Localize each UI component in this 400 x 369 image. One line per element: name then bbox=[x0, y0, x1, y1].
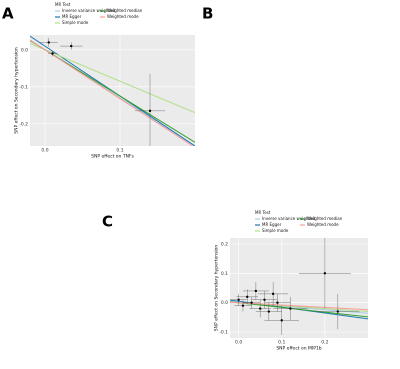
point bbox=[70, 44, 73, 48]
point bbox=[254, 289, 258, 293]
legend-title: MR Test bbox=[255, 210, 271, 215]
regression-line bbox=[30, 39, 194, 146]
regression-line bbox=[30, 43, 195, 114]
y-tick-label: 0.2 bbox=[221, 241, 228, 247]
y-axis-label: SNP effect on Secondary hypertension bbox=[14, 47, 20, 134]
legend-title: MR Test bbox=[55, 2, 71, 7]
point bbox=[258, 307, 262, 310]
x-tick-label: 0.1 bbox=[278, 340, 285, 346]
y-tick-label: -0.2 bbox=[19, 121, 28, 127]
point bbox=[237, 298, 240, 301]
legend-label: Simple mode bbox=[62, 20, 89, 25]
x-tick-label: 0.1 bbox=[116, 148, 123, 154]
legend-label: Weighted mode bbox=[307, 222, 339, 227]
x-axis-label: SNP effect on MIP1b bbox=[276, 346, 321, 352]
point bbox=[148, 109, 152, 113]
legend-label: MR Egger bbox=[262, 222, 282, 227]
panel-letter: A bbox=[2, 5, 14, 23]
point bbox=[336, 310, 340, 313]
x-tick-label: 0.0 bbox=[235, 340, 242, 346]
point bbox=[289, 307, 292, 310]
legend-label: Inverse variance weighted bbox=[262, 216, 315, 221]
y-tick-label: -0.1 bbox=[219, 330, 228, 336]
point bbox=[250, 301, 253, 304]
x-tick-label: 0.0 bbox=[41, 148, 48, 154]
legend-label: Weighted median bbox=[107, 8, 143, 13]
point bbox=[267, 310, 271, 313]
point bbox=[263, 298, 266, 301]
point bbox=[241, 304, 245, 307]
legend-label: Weighted mode bbox=[107, 14, 139, 19]
plot-background bbox=[230, 238, 368, 338]
legend-label: Inverse variance weighted bbox=[62, 8, 115, 13]
panel-letter: B bbox=[202, 5, 213, 23]
point bbox=[276, 301, 279, 304]
point bbox=[280, 319, 283, 322]
y-tick-label: 0.0 bbox=[221, 300, 228, 306]
x-tick-label: 0.2 bbox=[321, 340, 328, 346]
point bbox=[246, 295, 249, 299]
y-axis-label: SNP effect on Secondary hypertension bbox=[214, 245, 220, 332]
y-tick-label: 0.1 bbox=[221, 271, 228, 277]
legend-label: MR Egger bbox=[62, 14, 82, 19]
plot bbox=[30, 35, 195, 146]
panel-letter: C bbox=[102, 213, 113, 231]
point bbox=[51, 52, 54, 55]
y-tick-label: 0.0 bbox=[21, 47, 28, 53]
regression-line bbox=[230, 301, 368, 318]
point bbox=[271, 292, 275, 296]
legend-label: Weighted median bbox=[307, 216, 343, 221]
legend-label: Simple mode bbox=[262, 228, 289, 233]
y-tick-label: -0.1 bbox=[19, 84, 28, 90]
plot bbox=[230, 238, 368, 336]
regression-line bbox=[230, 301, 368, 311]
x-axis-label: SNP effect on TNFs bbox=[91, 154, 134, 160]
point bbox=[323, 272, 327, 275]
point bbox=[47, 41, 50, 44]
